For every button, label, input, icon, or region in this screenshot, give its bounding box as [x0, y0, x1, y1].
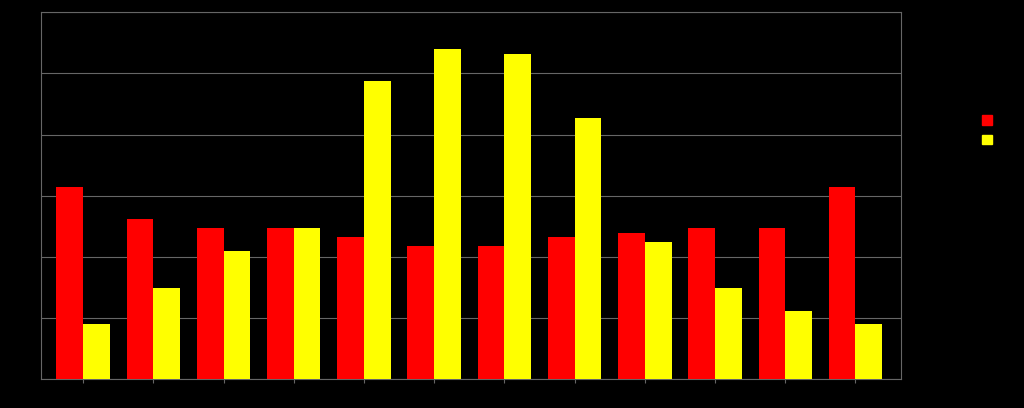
Bar	[83, 324, 110, 379]
Bar	[855, 324, 882, 379]
Bar	[294, 228, 321, 379]
Bar	[715, 288, 741, 379]
Bar	[785, 310, 812, 379]
Bar	[337, 237, 364, 379]
Bar	[364, 81, 390, 379]
Bar	[688, 228, 715, 379]
Bar	[434, 49, 461, 379]
Bar	[828, 186, 855, 379]
Bar	[408, 246, 434, 379]
Bar	[127, 219, 154, 379]
Bar	[197, 228, 223, 379]
Bar	[618, 233, 645, 379]
Bar	[223, 251, 250, 379]
Bar	[478, 246, 505, 379]
Bar	[759, 228, 785, 379]
Bar	[267, 228, 294, 379]
Bar	[154, 288, 180, 379]
Bar	[505, 53, 531, 379]
Bar	[574, 118, 601, 379]
Bar	[645, 242, 672, 379]
Bar	[548, 237, 574, 379]
Legend: , : ,	[980, 111, 1006, 150]
Bar	[56, 186, 83, 379]
